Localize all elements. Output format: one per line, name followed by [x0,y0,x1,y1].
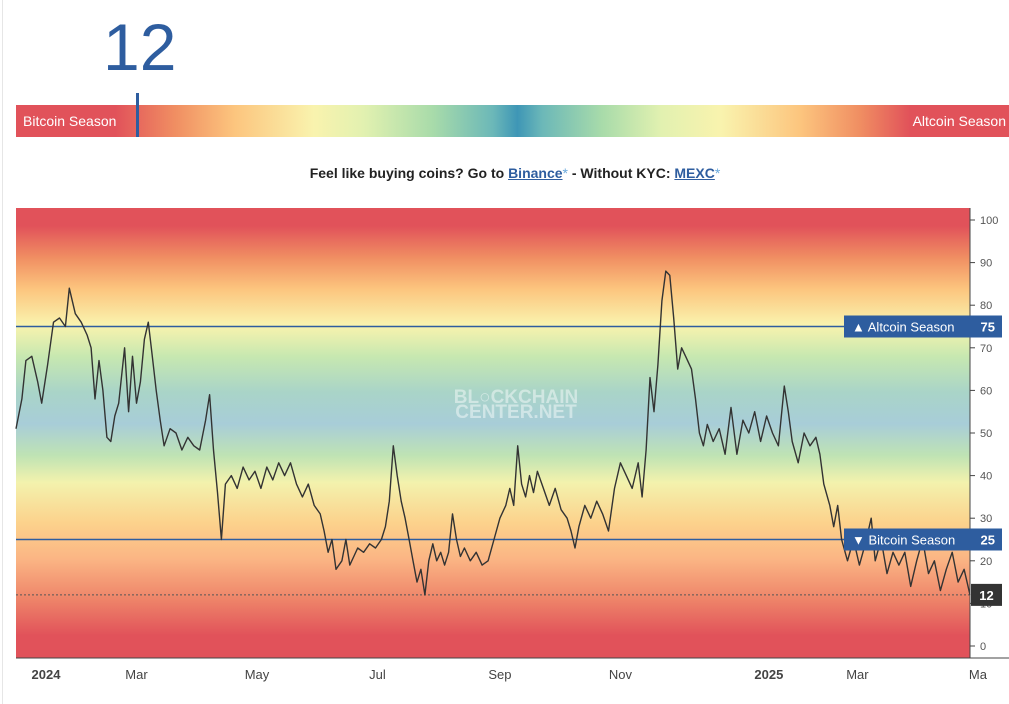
mexc-star: * [714,165,721,181]
index-series-line [15,270,971,596]
binance-star: * [562,165,568,181]
x-tick-label-4: Jul [369,667,386,682]
x-tick-label-6: Nov [609,667,633,682]
y-tick-label-60: 60 [980,385,992,397]
reference-tag-value-1: 75 [981,320,995,335]
x-tick-label-8: Mar [846,667,869,682]
y-tick-label-90: 90 [980,258,992,270]
altcoin-season-chart: BL○CKCHAIN CENTER.NET 010203040506070809… [15,208,1009,682]
y-tick-label-80: 80 [980,300,992,312]
watermark-line-1: BL○CKCHAIN [454,387,578,408]
watermark-line-2: CENTER.NET [455,402,577,423]
season-bar-marker [136,93,139,137]
x-tick-label-3: May [245,667,270,682]
bar-label-altcoin-season: Altcoin Season [912,113,1006,129]
mexc-link[interactable]: MEXC [674,165,715,181]
x-tick-label-1: 2024 [32,667,62,682]
current-value-label: 12 [979,588,993,603]
y-tick-label-30: 30 [980,513,992,525]
bar-label-bitcoin-season: Bitcoin Season [23,113,117,129]
season-gradient-bar: Bitcoin Season Altcoin Season [16,105,1009,137]
promo-line: Feel like buying coins? Go to Binance* -… [0,165,1009,181]
reference-tag-label-2: ▼ Bitcoin Season [852,533,955,548]
current-value-tag [971,583,1002,606]
x-tick-label-5: Sep [488,667,511,682]
x-tick-label-7: 2025 [754,667,783,682]
y-tick-label-100: 100 [980,215,998,227]
y-tick-label-20: 20 [980,556,992,568]
y-tick-label-50: 50 [980,428,992,440]
reference-tag-1 [844,315,1002,338]
promo-text-before: Feel like buying coins? Go to [309,165,509,181]
y-tick-label-0: 0 [980,641,986,653]
reference-tag-label-1: ▲ Altcoin Season [852,320,954,335]
altcoin-index-value: 12 [103,10,177,84]
reference-tag-value-2: 25 [981,533,995,548]
chart-background [16,208,970,658]
y-tick-label-40: 40 [980,471,992,483]
promo-text-middle: - Without KYC: [567,165,675,181]
reference-tag-2 [844,528,1002,551]
x-tick-label-2: Mar [125,667,148,682]
page-left-rule [2,0,3,704]
y-tick-label-70: 70 [980,343,992,355]
binance-link[interactable]: Binance [508,165,563,181]
x-tick-label-9: Ma [969,667,988,682]
